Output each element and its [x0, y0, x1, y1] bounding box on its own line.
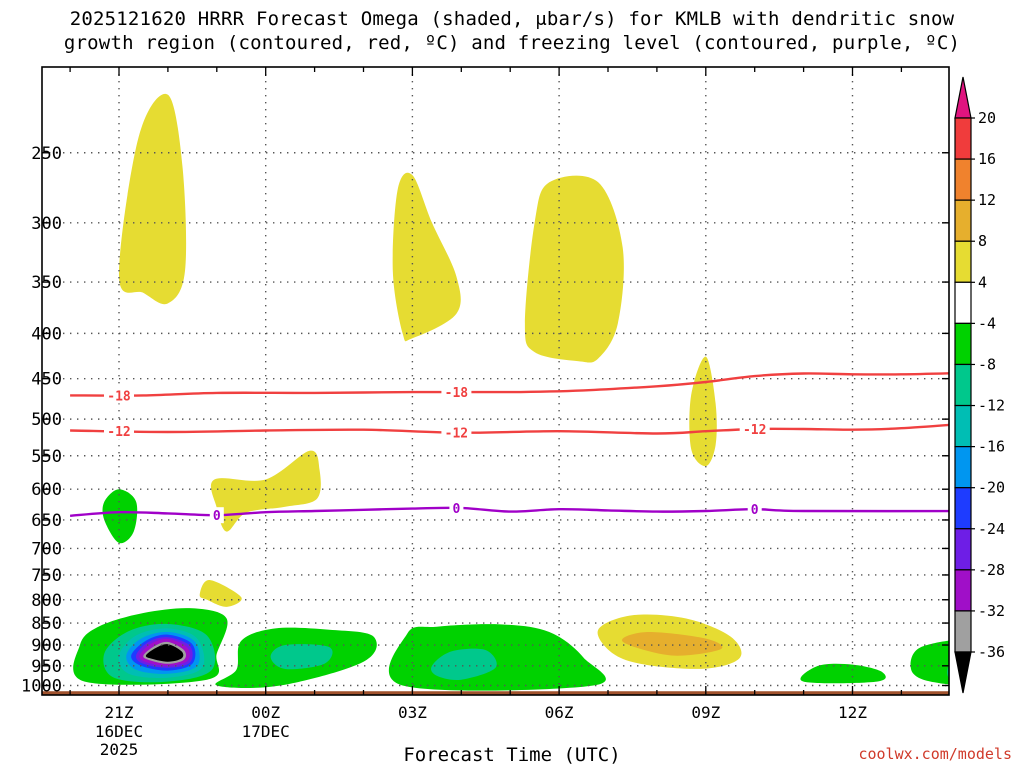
- contour-label-0-1: -18: [445, 386, 469, 401]
- contour-label-bg-1-1: [441, 424, 472, 441]
- colorbar-top-arrow: [954, 76, 972, 119]
- y-tick-label-800: 800: [31, 591, 62, 611]
- ground-surface: [42, 691, 949, 695]
- omega-region-24: [145, 644, 184, 662]
- colorbar-bin-2: [954, 158, 972, 201]
- x-tick-label-09Z: 09Z: [691, 703, 720, 722]
- colorbar-label-13: -36: [978, 643, 1005, 661]
- colorbar-label-4: 4: [978, 273, 987, 291]
- colorbar-label-6: -8: [978, 355, 996, 373]
- contour-label-bg-2-2: [747, 501, 762, 518]
- colorbar-label-9: -20: [978, 479, 1005, 497]
- omega-shading: [42, 93, 949, 695]
- contour-label-2-0: 0: [213, 509, 221, 524]
- omega-region-11: [388, 624, 606, 691]
- contour-line-1: [70, 423, 949, 435]
- colorbar-bin-5: [954, 281, 972, 324]
- y-tick-label-850: 850: [31, 614, 62, 634]
- colorbar-bin-13: [954, 610, 972, 653]
- x-tick-sublabel-21Z: 16DEC: [95, 722, 143, 741]
- plot-frame: [41, 66, 950, 696]
- contour-label-2-1: 0: [452, 502, 460, 517]
- omega-region-0: [118, 93, 187, 305]
- colorbar-label-10: -24: [978, 520, 1005, 538]
- contour-label-bg-0-1: [441, 384, 472, 401]
- chart-title-line-2: growth region (contoured, red, ºC) and f…: [63, 32, 961, 54]
- colorbar-bin-7: [954, 363, 972, 407]
- omega-region-3: [689, 356, 717, 467]
- colorbar-bin-11: [954, 528, 972, 571]
- y-tick-label-350: 350: [31, 273, 62, 293]
- colorbar-bin-6: [954, 322, 972, 366]
- omega-region-13: [910, 640, 949, 685]
- y-tick-label-950: 950: [31, 657, 62, 677]
- contour-label-0-0: -18: [107, 389, 131, 404]
- y-tick-label-600: 600: [31, 480, 62, 500]
- colorbar-bin-12: [954, 569, 972, 612]
- x-tick-label-12Z: 12Z: [838, 703, 867, 722]
- y-tick-label-450: 450: [31, 370, 62, 390]
- chart-title-line-1: 2025121620 HRRR Forecast Omega (shaded, …: [69, 8, 955, 30]
- contour-label-1-2: -12: [743, 423, 766, 438]
- colorbar-bin-10: [954, 487, 972, 530]
- y-tick-label-650: 650: [31, 511, 62, 531]
- omega-region-5: [199, 579, 242, 607]
- contour-label-bg-2-1: [449, 500, 464, 517]
- x-tick-label-03Z: 03Z: [398, 703, 427, 722]
- contour-line-0: [70, 372, 949, 397]
- colorbar-bin-9: [954, 446, 972, 489]
- x-tick-sublabel-00Z: 17DEC: [242, 722, 290, 741]
- contour-label-bg-1-2: [739, 420, 770, 437]
- contour-label-1-0: -12: [107, 425, 130, 440]
- y-tick-label-300: 300: [31, 214, 62, 234]
- x-tick-year-21Z: 2025: [100, 740, 139, 759]
- contour-label-2-2: 0: [751, 503, 759, 518]
- contour-label-bg-2-0: [209, 507, 224, 524]
- colorbar-label-0: 20: [978, 109, 996, 127]
- omega-region-12: [800, 663, 886, 684]
- omega-region-15: [431, 648, 497, 681]
- colorbar-bin-1: [954, 117, 972, 160]
- contour-label-bg-0-0: [104, 387, 134, 404]
- omega-region-7: [622, 631, 723, 656]
- colorbar-bottom-arrow: [954, 651, 972, 694]
- colorbar-label-3: 8: [978, 232, 987, 250]
- colorbar-label-8: -16: [978, 438, 1005, 456]
- colorbar-label-7: -12: [978, 397, 1005, 415]
- colorbar-label-5: -4: [978, 314, 996, 332]
- y-tick-label-400: 400: [31, 324, 62, 344]
- colorbar-label-11: -28: [978, 561, 1005, 579]
- colorbar-bin-3: [954, 199, 972, 242]
- watermark: coolwx.com/models: [858, 745, 1012, 763]
- colorbar-label-1: 16: [978, 150, 996, 168]
- omega-region-4: [210, 450, 321, 532]
- omega-region-2: [524, 175, 624, 363]
- y-tick-label-500: 500: [31, 410, 62, 430]
- omega-region-14: [270, 644, 333, 670]
- x-tick-label-00Z: 00Z: [251, 703, 280, 722]
- contour-line-2: [70, 506, 949, 517]
- y-tick-label-550: 550: [31, 447, 62, 467]
- y-tick-label-1000: 1000: [21, 677, 62, 697]
- x-axis-label: Forecast Time (UTC): [403, 744, 621, 766]
- x-tick-label-21Z: 21Z: [105, 703, 134, 722]
- omega-region-8: [102, 489, 138, 544]
- colorbar-label-12: -32: [978, 602, 1005, 620]
- x-tick-label-06Z: 06Z: [545, 703, 574, 722]
- colorbar-bin-4: [954, 240, 972, 283]
- y-tick-label-700: 700: [31, 539, 62, 559]
- colorbar-bin-8: [954, 404, 972, 448]
- contour-label-bg-1-0: [104, 423, 134, 440]
- contour-label-1-1: -12: [445, 427, 468, 442]
- y-tick-label-250: 250: [31, 144, 62, 164]
- colorbar: 20 16 12 8 4 -4 -8 -12 -16 -20 -24 -28 -32 -36: [954, 76, 1005, 694]
- y-tick-label-900: 900: [31, 636, 62, 656]
- omega-region-1: [392, 172, 461, 342]
- contours: -18 -18 -12 -12 -12 0 0 0: [70, 372, 949, 524]
- axes: 2503003504004505005506006507007508008509…: [21, 66, 950, 759]
- colorbar-label-2: 12: [978, 191, 996, 209]
- y-tick-label-750: 750: [31, 566, 62, 586]
